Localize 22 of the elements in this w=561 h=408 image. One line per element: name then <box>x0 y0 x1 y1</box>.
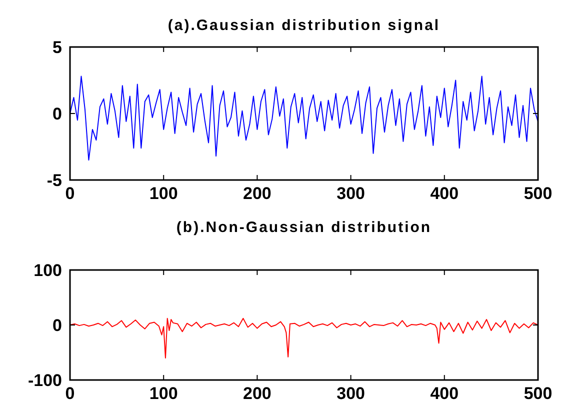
line-series <box>70 318 538 358</box>
x-tick-label: 0 <box>65 384 75 403</box>
x-tick-label: 500 <box>524 384 552 403</box>
chart-title: (b).Non-Gaussian distribution <box>176 219 432 236</box>
x-tick-label: 300 <box>336 184 365 203</box>
x-tick-label: 400 <box>430 184 459 203</box>
x-tick-label: 300 <box>336 384 365 403</box>
x-tick-label: 200 <box>243 184 272 203</box>
chart-title: (a).Gaussian distribution signal <box>168 17 440 34</box>
x-tick-label: 0 <box>65 184 75 203</box>
x-tick-label: 400 <box>430 384 459 403</box>
y-tick-label: 0 <box>52 316 62 335</box>
x-tick-label: 200 <box>243 384 272 403</box>
y-tick-label: 0 <box>52 104 62 124</box>
y-tick-label: -100 <box>28 370 62 390</box>
y-tick-label: 5 <box>52 38 62 57</box>
y-tick-label: -5 <box>46 170 62 190</box>
x-tick-label: 100 <box>149 384 178 403</box>
y-tick-label: 100 <box>34 260 62 280</box>
line-series <box>70 76 538 161</box>
x-tick-label: 100 <box>149 184 178 203</box>
x-tick-label: 500 <box>524 184 552 203</box>
